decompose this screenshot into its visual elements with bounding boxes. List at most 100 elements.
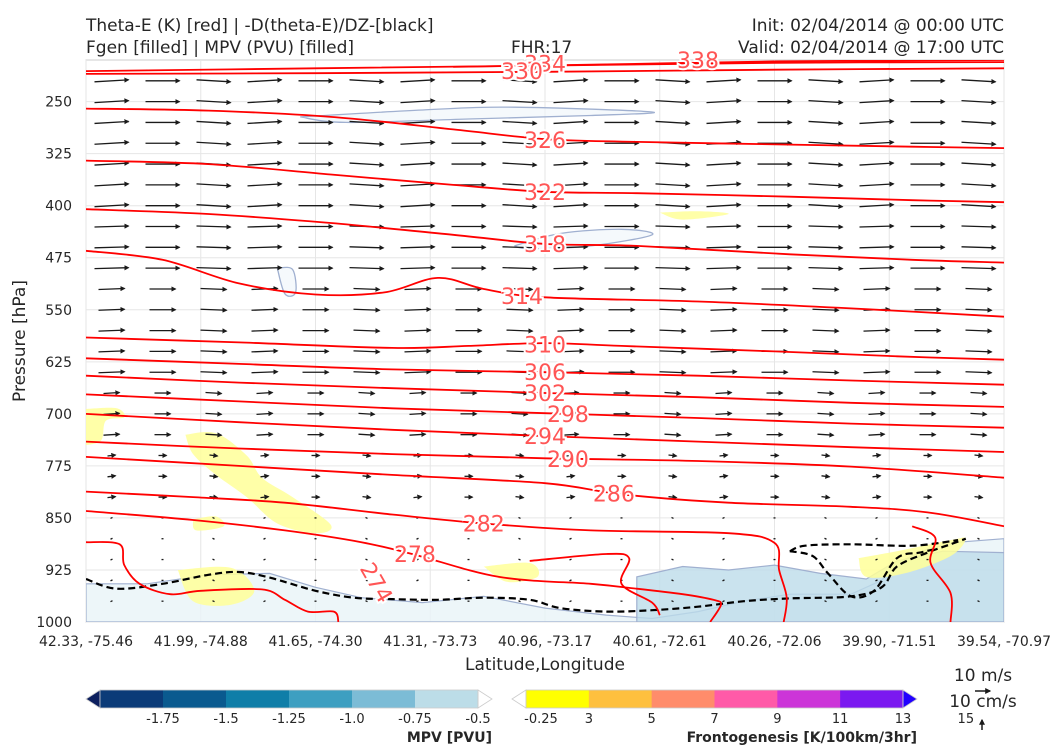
colorbar-tick-label: 7 (710, 712, 718, 727)
wind-vector (808, 265, 844, 272)
wind-vector (706, 223, 742, 229)
wind-vector (863, 369, 891, 375)
wind-vector (868, 431, 886, 438)
vertical-key-label: 10 cm/s (949, 692, 1017, 712)
wind-vector (668, 473, 678, 479)
colorbar-extend-max (477, 689, 493, 709)
wind-vector (710, 348, 738, 354)
theta-e-label: 278 (394, 543, 436, 568)
frontogenesis-region (185, 431, 332, 534)
theta-e-label: 330 (501, 60, 543, 85)
wind-vector (808, 78, 844, 85)
wind-vector (706, 98, 742, 104)
wind-vector (961, 78, 997, 85)
x-tick-label: 40.96, -73.17 (498, 634, 592, 650)
wind-vector (200, 349, 228, 355)
y-tick-label: 475 (45, 251, 72, 267)
theta-e-contour (86, 208, 1004, 264)
wind-vector (251, 348, 279, 354)
wind-vector (404, 327, 432, 333)
theta-e-contour (86, 510, 722, 622)
wind-vector (247, 139, 283, 146)
colorbar-swatch (651, 690, 715, 708)
wind-vector (515, 452, 525, 459)
wind-vector (655, 78, 691, 85)
theta-e-label: 326 (524, 129, 566, 154)
theta-e-contour (86, 490, 788, 622)
wind-vector (562, 431, 580, 438)
wind-vector (812, 328, 840, 334)
wind-vector (502, 162, 538, 168)
theta-e-contour (86, 393, 1004, 429)
wind-vector (251, 306, 279, 313)
wind-vector (808, 245, 844, 251)
wind-vector (875, 558, 878, 561)
wind-vector (859, 202, 895, 208)
wind-vector (664, 390, 682, 396)
wind-vector (196, 120, 232, 126)
wind-vector (400, 98, 436, 104)
wind-vector (553, 160, 589, 166)
wind-vector (859, 160, 895, 166)
wind-vector (859, 139, 895, 146)
title-line-2: Fgen [filled] | MPV (PVU) [filled] (86, 38, 354, 58)
x-tick-label: 39.54, -70.97 (957, 634, 1050, 650)
wind-vector (719, 494, 729, 500)
wind-vector (812, 286, 840, 292)
theta-e-label: 294 (524, 425, 566, 450)
wind-vector (868, 411, 886, 417)
wind-vector (107, 473, 117, 479)
y-tick-label: 625 (45, 355, 72, 371)
wind-vector (502, 120, 538, 126)
wind-vector (263, 516, 266, 520)
colorbar-tick-label: -0.25 (524, 712, 558, 727)
colorbar-swatch (777, 690, 841, 708)
wind-vector (205, 411, 223, 417)
wind-vector (961, 162, 997, 168)
theta-e-contour (86, 249, 1004, 318)
wind-vector (212, 579, 215, 582)
wind-vector (400, 202, 436, 208)
wind-vector (664, 432, 682, 438)
wind-vector (400, 181, 436, 187)
wind-vector (353, 307, 381, 313)
wind-vector (400, 244, 436, 250)
wind-vector (961, 120, 997, 126)
wind-vector (349, 203, 385, 210)
wind-vector (98, 327, 126, 333)
wind-vector (98, 369, 126, 375)
y-tick-label: 325 (45, 147, 72, 163)
wind-vector (212, 600, 215, 603)
wind-vector (706, 77, 742, 83)
wind-vector (247, 223, 283, 229)
wind-vector (196, 265, 232, 272)
wind-vector (863, 348, 891, 354)
y-axis-label: Pressure [hPa] (10, 280, 30, 402)
wind-vector (553, 223, 589, 229)
wind-vector (859, 181, 895, 187)
wind-vector (817, 390, 835, 396)
wind-vector (965, 349, 993, 355)
colorbar-tick-label: 3 (585, 712, 593, 727)
wind-vector (977, 558, 980, 561)
wind-vector (349, 183, 385, 189)
wind-vector (256, 390, 274, 396)
wind-vector (859, 265, 895, 271)
wind-vector (808, 141, 844, 147)
wind-vector (808, 99, 844, 105)
wind-vector (94, 98, 130, 104)
y-axis-ticks: 250 325 400 475 550 625 700 775 850 925 1000 (36, 95, 72, 631)
wind-vector (668, 452, 678, 459)
wind-vector (812, 307, 840, 313)
wind-vector (349, 141, 385, 147)
wind-vector (566, 473, 576, 479)
wind-vector (706, 160, 742, 166)
colorbar-extend-min (85, 689, 101, 709)
wind-vector (349, 245, 385, 251)
wind-vector (353, 328, 381, 334)
wind-vector (872, 473, 882, 479)
wind-vector (722, 537, 725, 540)
x-tick-label: 40.26, -72.06 (727, 634, 821, 650)
wind-vector (515, 494, 525, 500)
